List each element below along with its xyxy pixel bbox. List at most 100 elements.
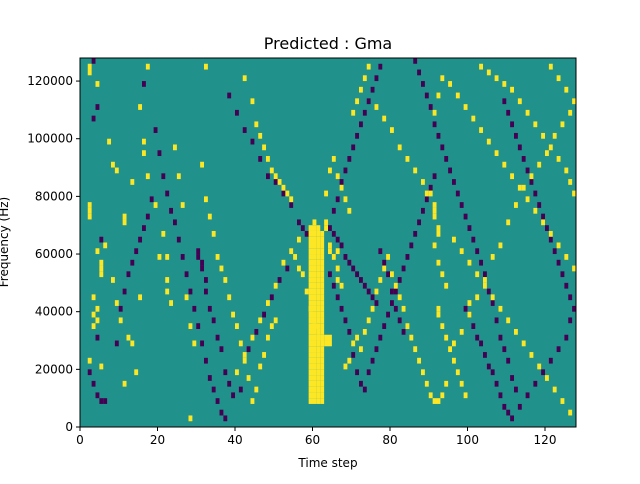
heatmap-cell-high [312, 225, 317, 231]
heatmap-cell-low [235, 109, 239, 116]
heatmap-cell-high [258, 363, 263, 370]
heatmap-cell-high [316, 375, 321, 381]
heatmap-cell-high [308, 328, 313, 335]
heatmap-cell-low [196, 323, 201, 329]
plot-frame [79, 57, 577, 428]
heatmap-cell-high [432, 213, 437, 220]
heatmap-cell-low [99, 398, 104, 404]
heatmap-cell-low [409, 242, 414, 249]
y-tick-label: 80000 [35, 189, 73, 203]
heatmap-cell-low [517, 403, 522, 410]
heatmap-cell-low [564, 334, 569, 341]
heatmap-cell-low [459, 202, 464, 208]
heatmap-cell-high [91, 323, 96, 329]
heatmap-cell-high [111, 161, 115, 168]
heatmap-cell-high [308, 288, 313, 295]
heatmap-cell-low [242, 127, 247, 133]
heatmap-cell-high [320, 317, 325, 324]
heatmap-cell-low [335, 294, 340, 301]
heatmap-cell-low [362, 282, 367, 289]
heatmap-cell-low [572, 305, 577, 312]
heatmap-cell-high [312, 386, 317, 393]
heatmap-cell-high [552, 386, 557, 393]
heatmap-cell-low [486, 363, 491, 370]
heatmap-cell-high [510, 173, 515, 180]
heatmap-cell-high [281, 259, 286, 266]
heatmap-cell-low [413, 58, 418, 64]
heatmap-cell-high [308, 265, 313, 272]
heatmap-cell-high [312, 248, 317, 255]
heatmap-cell-low [297, 219, 301, 226]
heatmap-cell-high [324, 190, 329, 197]
heatmap-cell-low [417, 219, 422, 226]
heatmap-cell-high [316, 294, 321, 301]
heatmap-cell-low [366, 98, 371, 105]
heatmap-cell-high [312, 363, 317, 370]
heatmap-cell-low [223, 415, 228, 422]
heatmap-cell-high [308, 230, 313, 237]
heatmap-cell-high [297, 236, 301, 243]
heatmap-cell-high [331, 156, 336, 162]
heatmap-cell-high [541, 132, 546, 139]
heatmap-cell-high [273, 317, 278, 324]
heatmap-cell-high [448, 346, 453, 353]
heatmap-cell-high [308, 259, 313, 266]
heatmap-cell-low [339, 179, 344, 185]
heatmap-cell-high [421, 179, 425, 185]
heatmap-cell-low [390, 300, 394, 306]
heatmap-cell-high [359, 346, 363, 353]
heatmap-cell-high [564, 86, 569, 93]
heatmap-cell-high [308, 398, 313, 404]
heatmap-cell-low [231, 392, 236, 399]
heatmap-cell-high [269, 167, 274, 174]
heatmap-cell-high [320, 323, 325, 329]
heatmap-cells [87, 58, 577, 422]
heatmap-cell-high [320, 328, 325, 335]
heatmap-cell-low [266, 173, 270, 180]
heatmap-cell-low [467, 225, 472, 231]
heatmap-cell-low [510, 415, 515, 422]
heatmap-cell-high [417, 357, 422, 364]
heatmap-cell-high [223, 277, 228, 283]
heatmap-cell-high [235, 323, 239, 329]
heatmap-cell-low [382, 259, 387, 266]
chart-title: Predicted : Gma [264, 34, 392, 53]
heatmap-cell-low [362, 386, 367, 393]
heatmap-cell-high [448, 81, 453, 87]
heatmap-cell-high [277, 179, 282, 185]
x-axis-label: Time step [297, 456, 357, 470]
heatmap-cell-low [556, 259, 561, 266]
heatmap-cell-low [564, 282, 569, 289]
heatmap-cell-high [200, 161, 205, 168]
heatmap-cell-high [401, 305, 406, 312]
x-axis: 0 20 40 60 80 100 120 [76, 427, 556, 447]
heatmap-cell-high [87, 207, 92, 214]
heatmap-cell-low [428, 104, 433, 110]
heatmap-cell-low [219, 346, 224, 353]
heatmap-cell-high [130, 340, 135, 347]
heatmap-cell-high [374, 104, 379, 110]
heatmap-cell-high [316, 277, 321, 283]
heatmap-cell-low [184, 271, 189, 278]
heatmap-cell-high [510, 86, 515, 93]
heatmap-cell-low [424, 92, 429, 99]
heatmap-cell-low [246, 346, 251, 353]
heatmap-cell-high [316, 398, 321, 404]
heatmap-cell-low [374, 300, 379, 306]
heatmap-cell-low [393, 305, 398, 312]
heatmap-cell-high [316, 340, 321, 347]
heatmap-cell-high [215, 254, 220, 260]
heatmap-cell-high [436, 305, 441, 312]
heatmap-cell-high [324, 334, 329, 341]
heatmap-cell-high [308, 225, 313, 231]
heatmap-cell-high [556, 242, 561, 249]
heatmap-cell-high [386, 254, 391, 260]
heatmap-cell-high [142, 150, 146, 157]
heatmap-cell-low [568, 317, 573, 324]
heatmap-cell-low [130, 259, 135, 266]
heatmap-cell-high [452, 236, 456, 243]
heatmap-cell-high [312, 300, 317, 306]
heatmap-cell-high [87, 69, 92, 76]
heatmap-cell-high [308, 294, 313, 301]
heatmap-cell-high [506, 219, 511, 226]
